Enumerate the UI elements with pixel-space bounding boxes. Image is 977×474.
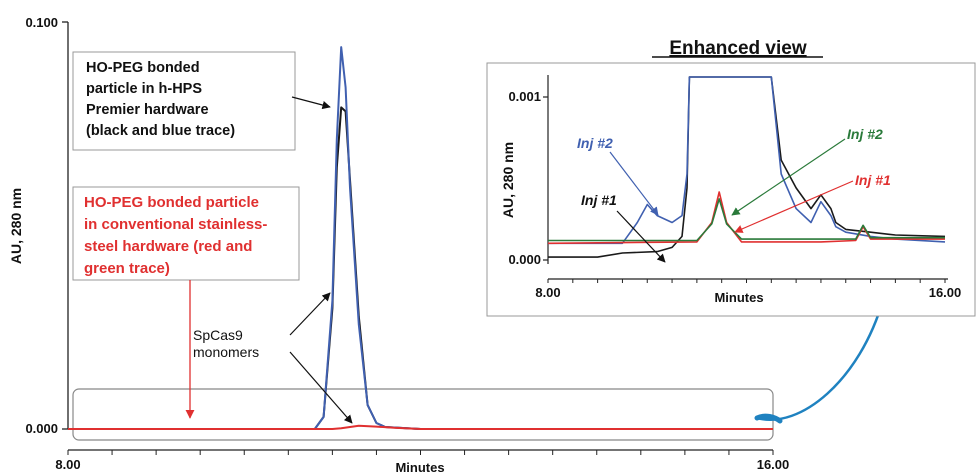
monomers-label-line-2: monomers — [193, 344, 259, 360]
inset-x-minor-ticks — [547, 279, 946, 283]
inset-title: Enhanced view — [669, 38, 806, 59]
inset-x-tick-label-start: 8.00 — [535, 285, 560, 300]
main-series-line-3 — [68, 424, 773, 430]
main-x-tick-label-start: 8.00 — [55, 457, 80, 472]
inset-x-tick-label-end: 16.00 — [929, 285, 962, 300]
main-traces — [68, 46, 773, 430]
inset-green-inj-arrow — [731, 138, 846, 216]
conv-annotation-line-2: in conventional stainless- — [84, 216, 267, 233]
enhanced-view-inset: Enhanced view 0.001 0.000 AU, 280 nm 8.0… — [486, 38, 976, 317]
hhps-pointer-arrow — [291, 96, 331, 110]
inset-blue-inj-label: Inj #2 — [577, 135, 613, 151]
baseline-highlight-box — [72, 388, 774, 441]
hhps-annotation-line-4: (black and blue trace) — [86, 123, 235, 139]
link-arrow-tail — [754, 413, 783, 424]
inset-red-inj-arrow — [734, 180, 854, 233]
conv-annotation-line-3: steel hardware (red and — [84, 238, 252, 255]
conv-annotation-line-1: HO-PEG bonded particle — [84, 194, 259, 211]
main-chart: 0.100 0.000 AU, 280 nm 8.00 16.00 Minute… — [8, 15, 887, 474]
inset-x-axis-label: Minutes — [714, 290, 763, 305]
inset-green-inj-label: Inj #2 — [847, 126, 883, 142]
conv-annotation-line-4: green trace) — [84, 260, 170, 277]
main-y-tick-label-bottom: 0.000 — [25, 421, 58, 436]
inset-blue-inj-arrow — [609, 151, 659, 216]
inset-series-line-4 — [548, 198, 945, 242]
inset-traces — [547, 76, 946, 258]
monomers-arrow-down — [289, 351, 353, 424]
inset-black-inj-arrow — [616, 210, 666, 263]
main-x-axis-label: Minutes — [395, 460, 444, 474]
inset-y-tick-label-bottom: 0.000 — [508, 252, 541, 267]
hhps-annotation-line-3: Premier hardware — [86, 102, 209, 118]
hhps-annotation-line-1: HO-PEG bonded — [86, 60, 200, 76]
main-x-tick-label-end: 16.00 — [757, 457, 790, 472]
inset-y-axis-label: AU, 280 nm — [500, 142, 516, 218]
monomers-arrow-up — [289, 292, 331, 336]
main-y-tick-label-top: 0.100 — [25, 15, 58, 30]
conv-annotation-box — [72, 186, 300, 281]
main-x-minor-ticks — [67, 450, 774, 455]
main-y-axis-label: AU, 280 nm — [8, 188, 24, 264]
inset-y-tick-label-top: 0.001 — [508, 89, 541, 104]
inset-black-inj-label: Inj #1 — [581, 192, 617, 208]
hhps-annotation-box — [72, 51, 296, 151]
inset-series-line-1 — [548, 76, 946, 258]
monomers-label-line-1: SpCas9 — [193, 327, 243, 343]
inset-frame — [486, 62, 976, 317]
hhps-annotation-line-2: particle in h-HPS — [86, 81, 202, 97]
inset-red-inj-label: Inj #1 — [855, 172, 891, 188]
inset-series-line-2 — [548, 76, 946, 245]
enhanced-view-link-arrow — [756, 297, 887, 421]
